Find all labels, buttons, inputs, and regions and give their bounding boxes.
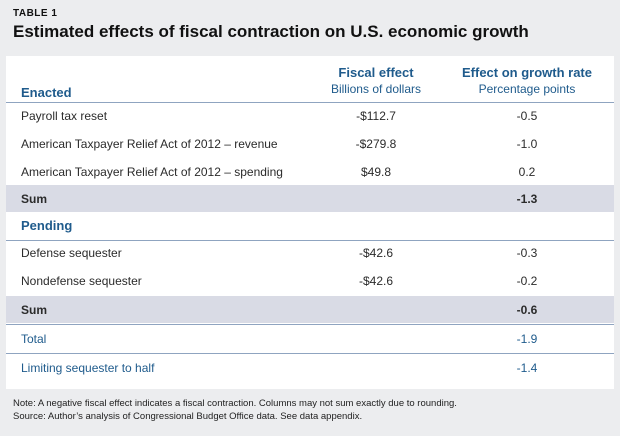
row-name: American Taxpayer Relief Act of 2012 – r… <box>21 137 278 151</box>
sum-label: Sum <box>21 302 48 317</box>
row-divider <box>6 353 614 354</box>
row-fiscal-effect: -$42.6 <box>358 246 394 260</box>
column-header-growth-rate: Effect on growth rate Percentage points <box>452 65 602 96</box>
row-divider <box>6 324 614 325</box>
column-title: Effect on growth rate <box>461 65 592 80</box>
row-fiscal-effect: -$42.6 <box>358 274 394 288</box>
column-header-fiscal-effect: Fiscal effect Billions of dollars <box>306 65 446 96</box>
row-name: Nondefense sequester <box>21 274 142 288</box>
header-row: Enacted Fiscal effect Billions of dollar… <box>6 62 614 102</box>
row-name: Payroll tax reset <box>21 109 108 123</box>
sum-growth-effect: -1.3 <box>516 191 538 206</box>
note-text: Note: A negative fiscal effect indicates… <box>13 398 457 409</box>
sum-row-enacted: Sum -1.3 <box>6 185 614 212</box>
sum-growth-effect: -0.6 <box>516 302 538 317</box>
column-subtitle: Billions of dollars <box>330 82 422 96</box>
table-row: American Taxpayer Relief Act of 2012 – r… <box>6 130 614 158</box>
source-text: Source: Author’s analysis of Congression… <box>13 411 363 422</box>
total-label: Total <box>21 332 47 346</box>
table-notes: Note: A negative fiscal effect indicates… <box>13 397 457 423</box>
row-name: Defense sequester <box>21 246 122 260</box>
table-row: Nondefense sequester -$42.6 -0.2 <box>6 267 614 295</box>
column-subtitle: Percentage points <box>478 82 576 96</box>
table-panel: Enacted Fiscal effect Billions of dollar… <box>6 56 614 389</box>
row-name: American Taxpayer Relief Act of 2012 – s… <box>21 164 283 179</box>
sum-row-pending: Sum -0.6 <box>6 296 614 323</box>
column-title: Fiscal effect <box>338 65 414 80</box>
table-row: Defense sequester -$42.6 -0.3 <box>6 239 614 267</box>
row-fiscal-effect: -$112.7 <box>356 109 396 123</box>
section-label-pending: Pending <box>21 218 73 233</box>
total-row: Total -1.9 <box>6 325 614 353</box>
row-growth-effect: 0.2 <box>518 164 536 179</box>
row-growth-effect: -0.3 <box>516 246 538 260</box>
row-fiscal-effect: -$279.8 <box>355 137 397 151</box>
header-divider <box>6 102 614 103</box>
section-row-pending: Pending <box>6 212 614 239</box>
section-divider <box>6 240 614 241</box>
total-growth-effect: -1.9 <box>516 332 538 346</box>
sum-label: Sum <box>21 191 48 206</box>
table-row: American Taxpayer Relief Act of 2012 – s… <box>6 158 614 185</box>
row-growth-effect: -0.2 <box>516 274 538 288</box>
table-title: Estimated effects of fiscal contraction … <box>13 22 529 41</box>
row-growth-effect: -1.0 <box>516 137 538 151</box>
table-label: TABLE 1 <box>13 8 58 19</box>
table-row: Payroll tax reset -$112.7 -0.5 <box>6 102 614 130</box>
row-fiscal-effect: $49.8 <box>360 164 392 179</box>
row-growth-effect: -0.5 <box>516 109 538 123</box>
limiting-growth-effect: -1.4 <box>516 361 538 375</box>
section-label-enacted: Enacted <box>21 85 72 100</box>
limiting-label: Limiting sequester to half <box>21 361 155 375</box>
limiting-row: Limiting sequester to half -1.4 <box>6 354 614 382</box>
